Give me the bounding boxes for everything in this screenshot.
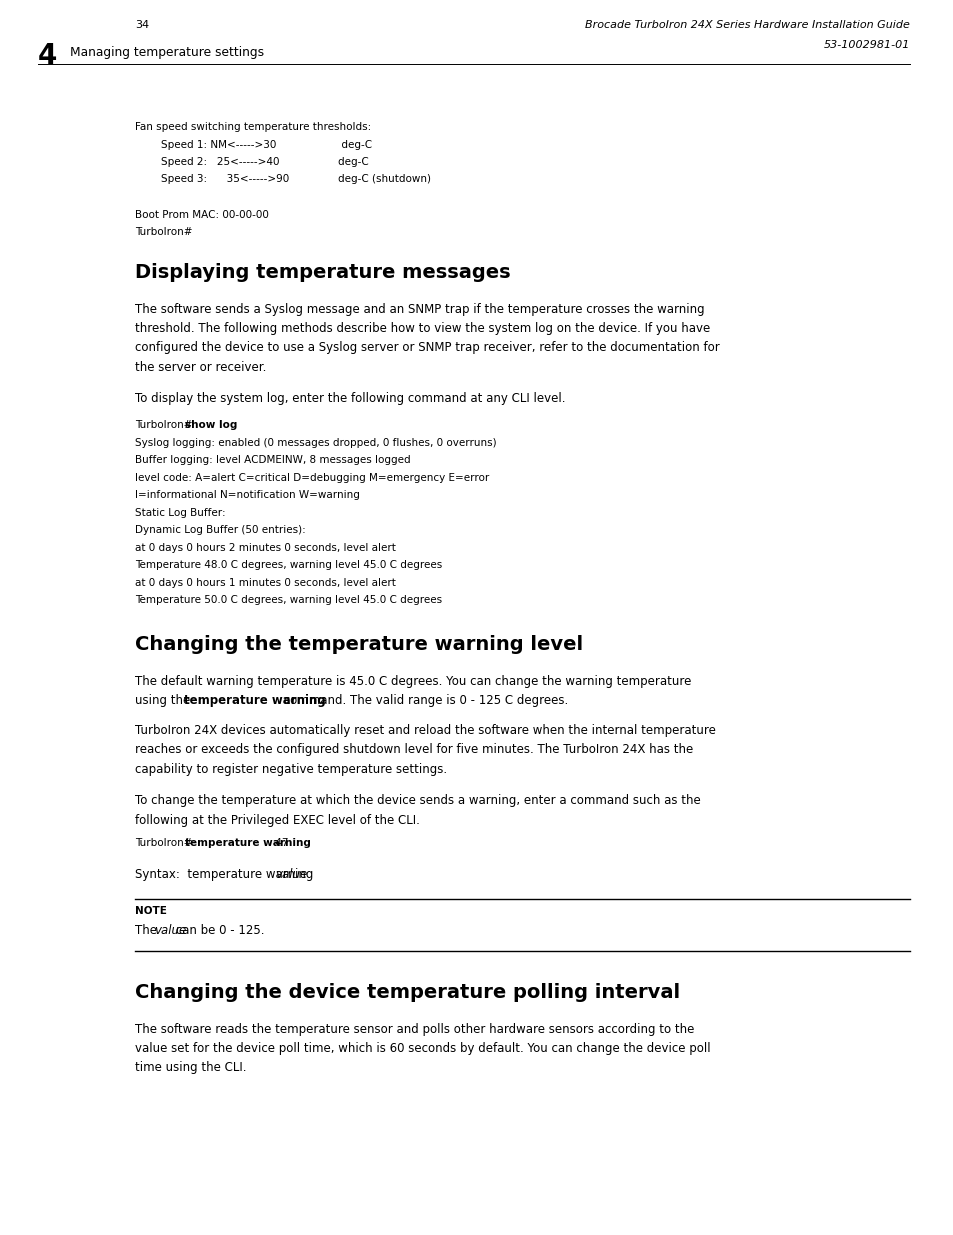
Text: reaches or exceeds the configured shutdown level for five minutes. The TurboIron: reaches or exceeds the configured shutdo… (135, 743, 693, 757)
Text: TurboIron#: TurboIron# (135, 227, 193, 237)
Text: NOTE: NOTE (135, 905, 167, 915)
Text: value: value (154, 925, 187, 937)
Text: Temperature 50.0 C degrees, warning level 45.0 C degrees: Temperature 50.0 C degrees, warning leve… (135, 595, 441, 605)
Text: Speed 3:      35<----->90               deg-C (shutdown): Speed 3: 35<----->90 deg-C (shutdown) (135, 174, 431, 184)
Text: show log: show log (185, 420, 237, 431)
Text: time using the CLI.: time using the CLI. (135, 1062, 246, 1074)
Text: capability to register negative temperature settings.: capability to register negative temperat… (135, 763, 447, 776)
Text: threshold. The following methods describe how to view the system log on the devi: threshold. The following methods describ… (135, 322, 709, 335)
Text: following at the Privileged EXEC level of the CLI.: following at the Privileged EXEC level o… (135, 814, 419, 827)
Text: Fan speed switching temperature thresholds:: Fan speed switching temperature threshol… (135, 122, 371, 132)
Text: level code: A=alert C=critical D=debugging M=emergency E=error: level code: A=alert C=critical D=debuggi… (135, 473, 489, 483)
Text: TurboIron#: TurboIron# (135, 839, 195, 848)
Text: Managing temperature settings: Managing temperature settings (70, 46, 264, 59)
Text: TurboIron 24X devices automatically reset and reload the software when the inter: TurboIron 24X devices automatically rese… (135, 724, 715, 737)
Text: Displaying temperature messages: Displaying temperature messages (135, 263, 510, 282)
Text: the server or receiver.: the server or receiver. (135, 361, 266, 374)
Text: The software reads the temperature sensor and polls other hardware sensors accor: The software reads the temperature senso… (135, 1023, 694, 1035)
Text: Temperature 48.0 C degrees, warning level 45.0 C degrees: Temperature 48.0 C degrees, warning leve… (135, 561, 442, 571)
Text: To display the system log, enter the following command at any CLI level.: To display the system log, enter the fol… (135, 393, 565, 405)
Text: temperature warning: temperature warning (183, 694, 325, 708)
Text: value set for the device poll time, which is 60 seconds by default. You can chan: value set for the device poll time, whic… (135, 1042, 710, 1055)
Text: using the: using the (135, 694, 193, 708)
Text: 34: 34 (135, 20, 149, 30)
Text: at 0 days 0 hours 1 minutes 0 seconds, level alert: at 0 days 0 hours 1 minutes 0 seconds, l… (135, 578, 395, 588)
Text: temperature warning: temperature warning (185, 839, 311, 848)
Text: The: The (135, 925, 161, 937)
Text: 4: 4 (38, 42, 57, 70)
Text: Speed 1: NM<----->30                    deg-C: Speed 1: NM<----->30 deg-C (135, 140, 372, 149)
Text: command. The valid range is 0 - 125 C degrees.: command. The valid range is 0 - 125 C de… (280, 694, 568, 708)
Text: Brocade TurboIron 24X Series Hardware Installation Guide: Brocade TurboIron 24X Series Hardware In… (584, 20, 909, 30)
Text: Changing the temperature warning level: Changing the temperature warning level (135, 635, 582, 655)
Text: TurboIron#: TurboIron# (135, 420, 195, 431)
Text: The default warning temperature is 45.0 C degrees. You can change the warning te: The default warning temperature is 45.0 … (135, 676, 691, 688)
Text: at 0 days 0 hours 2 minutes 0 seconds, level alert: at 0 days 0 hours 2 minutes 0 seconds, l… (135, 543, 395, 553)
Text: Syslog logging: enabled (0 messages dropped, 0 flushes, 0 overruns): Syslog logging: enabled (0 messages drop… (135, 438, 497, 448)
Text: configured the device to use a Syslog server or SNMP trap receiver, refer to the: configured the device to use a Syslog se… (135, 342, 719, 354)
Text: Dynamic Log Buffer (50 entries):: Dynamic Log Buffer (50 entries): (135, 526, 305, 536)
Text: Boot Prom MAC: 00-00-00: Boot Prom MAC: 00-00-00 (135, 210, 269, 220)
Text: Static Log Buffer:: Static Log Buffer: (135, 508, 226, 517)
Text: 47: 47 (272, 839, 288, 848)
Text: Syntax:  temperature warning: Syntax: temperature warning (135, 868, 316, 882)
Text: can be 0 - 125.: can be 0 - 125. (172, 925, 264, 937)
Text: value: value (275, 868, 308, 882)
Text: 53-1002981-01: 53-1002981-01 (822, 40, 909, 49)
Text: I=informational N=notification W=warning: I=informational N=notification W=warning (135, 490, 359, 500)
Text: The software sends a Syslog message and an SNMP trap if the temperature crosses : The software sends a Syslog message and … (135, 303, 704, 315)
Text: Changing the device temperature polling interval: Changing the device temperature polling … (135, 983, 679, 1002)
Text: Speed 2:   25<----->40                  deg-C: Speed 2: 25<----->40 deg-C (135, 157, 369, 167)
Text: To change the temperature at which the device sends a warning, enter a command s: To change the temperature at which the d… (135, 794, 700, 808)
Text: Buffer logging: level ACDMEINW, 8 messages logged: Buffer logging: level ACDMEINW, 8 messag… (135, 456, 410, 466)
